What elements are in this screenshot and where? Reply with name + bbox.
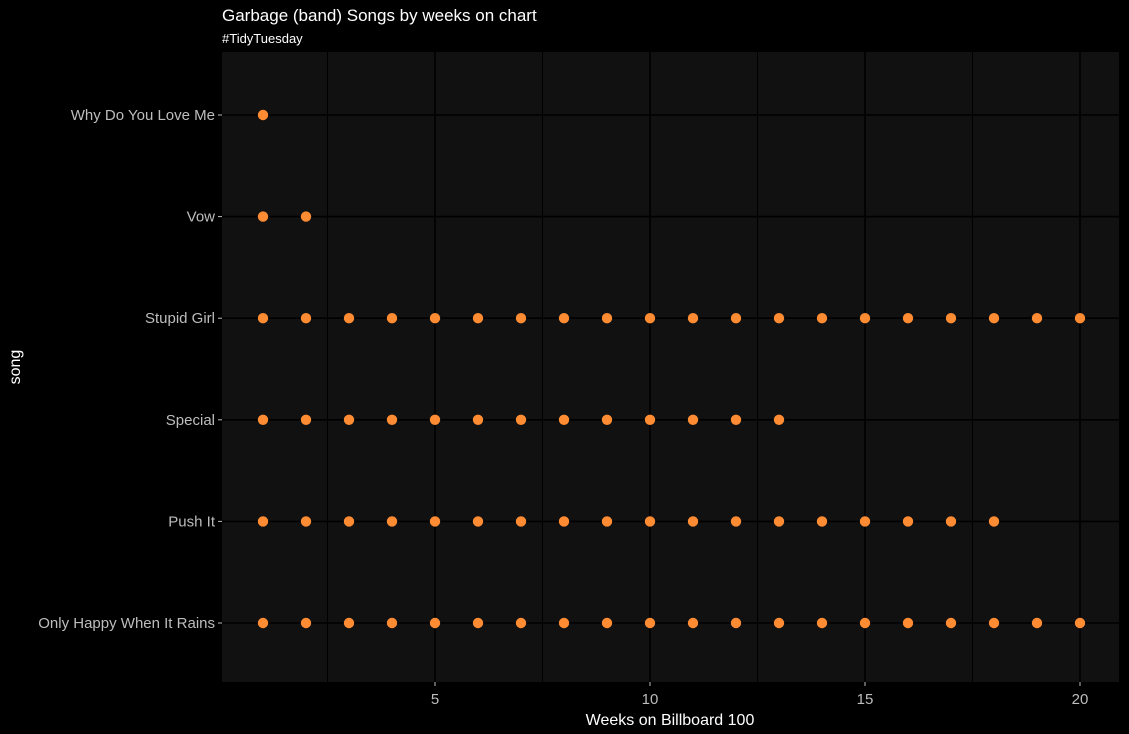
data-point — [429, 313, 441, 324]
data-point — [730, 414, 742, 425]
data-point — [687, 617, 699, 629]
chart-subtitle: #TidyTuesday — [222, 31, 303, 46]
data-point — [558, 414, 570, 425]
data-point — [816, 617, 828, 629]
data-point — [429, 414, 441, 425]
data-point — [730, 313, 742, 324]
data-point — [687, 516, 699, 527]
y-tick-label: Only Happy When It Rains — [38, 615, 215, 632]
data-point — [988, 617, 1000, 629]
y-tick-label: Why Do You Love Me — [71, 107, 215, 124]
data-point — [1074, 617, 1086, 629]
y-axis-label: song — [7, 350, 24, 385]
data-point — [472, 617, 484, 629]
data-point — [644, 414, 656, 425]
data-point — [257, 617, 269, 629]
data-point — [300, 617, 312, 629]
data-point — [902, 516, 914, 527]
data-points — [257, 109, 1086, 629]
data-point — [859, 313, 871, 324]
data-point — [429, 516, 441, 527]
data-point — [730, 617, 742, 629]
data-point — [343, 414, 355, 425]
data-point — [1074, 313, 1086, 324]
data-point — [773, 414, 785, 425]
data-point — [300, 516, 312, 527]
data-point — [472, 313, 484, 324]
data-point — [429, 617, 441, 629]
data-point — [644, 516, 656, 527]
x-tick-label: 5 — [431, 691, 439, 708]
data-point — [601, 617, 613, 629]
data-point — [945, 617, 957, 629]
grid-lines — [222, 52, 1119, 682]
data-point — [343, 617, 355, 629]
data-point — [988, 516, 1000, 527]
data-point — [1031, 313, 1043, 324]
data-point — [472, 414, 484, 425]
axes: Only Happy When It Rains Push It Special St… — [38, 107, 1088, 708]
data-point — [515, 516, 527, 527]
data-point — [687, 414, 699, 425]
data-point — [902, 617, 914, 629]
x-axis-label: Weeks on Billboard 100 — [586, 712, 755, 729]
data-point — [902, 313, 914, 324]
chart-title: Garbage (band) Songs by weeks on chart — [222, 6, 537, 25]
data-point — [300, 211, 312, 222]
data-point — [859, 617, 871, 629]
x-tick-label: 15 — [857, 691, 874, 708]
data-point — [515, 617, 527, 629]
data-point — [558, 516, 570, 527]
x-tick-label: 10 — [642, 691, 659, 708]
data-point — [773, 516, 785, 527]
data-point — [343, 516, 355, 527]
data-point — [472, 516, 484, 527]
data-point — [773, 617, 785, 629]
data-point — [386, 414, 398, 425]
data-point — [988, 313, 1000, 324]
data-point — [945, 313, 957, 324]
data-point — [816, 516, 828, 527]
data-point — [257, 211, 269, 222]
data-point — [945, 516, 957, 527]
data-point — [386, 516, 398, 527]
data-point — [644, 313, 656, 324]
data-point — [601, 414, 613, 425]
data-point — [515, 313, 527, 324]
data-point — [687, 313, 699, 324]
data-point — [300, 414, 312, 425]
data-point — [257, 516, 269, 527]
data-point — [300, 313, 312, 324]
y-tick-label: Vow — [187, 209, 216, 226]
data-point — [558, 617, 570, 629]
data-point — [730, 516, 742, 527]
data-point — [773, 313, 785, 324]
y-tick-label: Special — [166, 412, 215, 429]
data-point — [1031, 617, 1043, 629]
plot-panel — [222, 52, 1119, 682]
data-point — [558, 313, 570, 324]
data-point — [343, 313, 355, 324]
data-point — [257, 109, 269, 121]
data-point — [601, 516, 613, 527]
data-point — [386, 313, 398, 324]
data-point — [257, 313, 269, 324]
data-point — [644, 617, 656, 629]
data-point — [515, 414, 527, 425]
data-point — [257, 414, 269, 425]
data-point — [859, 516, 871, 527]
data-point — [601, 313, 613, 324]
data-point — [386, 617, 398, 629]
x-tick-label: 20 — [1072, 691, 1089, 708]
y-tick-label: Stupid Girl — [145, 310, 215, 327]
data-point — [816, 313, 828, 324]
y-tick-label: Push It — [168, 513, 216, 530]
